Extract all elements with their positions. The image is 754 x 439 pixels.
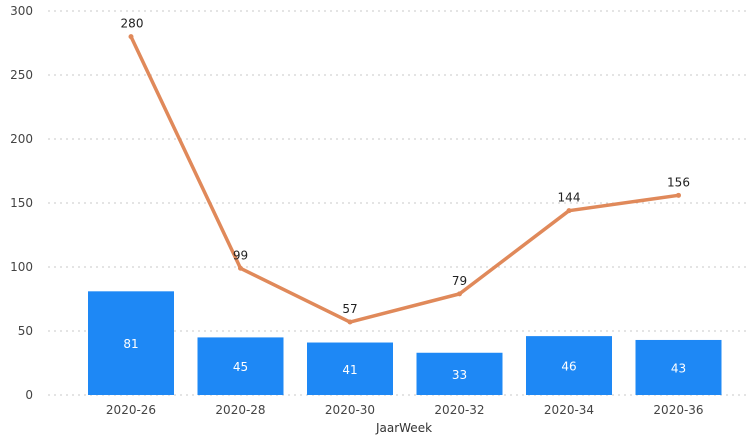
- x-tick-label: 2020-30: [325, 403, 375, 417]
- y-tick-label: 200: [10, 132, 33, 146]
- line-value-label: 79: [452, 274, 467, 288]
- line-point[interactable]: [566, 208, 572, 214]
- y-axis: 0 50 100 150 200 250 300: [10, 4, 33, 402]
- x-axis-title: JaarWeek: [375, 421, 432, 435]
- bar-value-label: 33: [452, 368, 467, 382]
- line-value-label: 57: [342, 302, 357, 316]
- line-value-label: 280: [121, 17, 144, 31]
- line-point[interactable]: [238, 265, 243, 271]
- bar[interactable]: [197, 337, 284, 395]
- bar-value-label: 41: [342, 363, 357, 377]
- line-path: [129, 34, 681, 324]
- y-tick-label: 150: [10, 196, 33, 210]
- x-tick-label: 2020-28: [215, 403, 265, 417]
- line-point[interactable]: [676, 192, 681, 198]
- bar[interactable]: [526, 336, 612, 395]
- bar[interactable]: [635, 339, 722, 395]
- line-value-label: 99: [233, 248, 248, 262]
- x-tick-label: 2020-26: [106, 403, 156, 417]
- bar-value-label: 46: [561, 360, 576, 374]
- line-point[interactable]: [347, 319, 353, 325]
- x-axis: 2020-26 2020-28 2020-30 2020-32 2020-34 2020-…: [106, 403, 704, 417]
- bar[interactable]: [416, 352, 503, 395]
- y-tick-label: 100: [10, 260, 33, 274]
- line-series: 280 99 57 79 144 156: [121, 17, 690, 325]
- line-point[interactable]: [457, 291, 462, 297]
- y-tick-label: 0: [25, 388, 33, 402]
- x-tick-label: 2020-32: [434, 403, 484, 417]
- bar[interactable]: [88, 291, 174, 395]
- bar-value-label: 43: [671, 361, 686, 375]
- y-tick-label: 250: [10, 68, 33, 82]
- y-tick-label: 300: [10, 4, 33, 18]
- bar-value-label: 45: [233, 360, 248, 374]
- y-tick-label: 50: [18, 324, 33, 338]
- x-tick-label: 2020-34: [544, 403, 594, 417]
- line-point[interactable]: [128, 34, 134, 40]
- line-value-label: 156: [667, 175, 690, 189]
- bar-series: 81 45 41 33 46 43: [88, 291, 722, 395]
- bar-value-label: 81: [123, 337, 138, 351]
- bar[interactable]: [307, 342, 393, 395]
- x-tick-label: 2020-36: [653, 403, 703, 417]
- line-value-label: 144: [558, 191, 581, 205]
